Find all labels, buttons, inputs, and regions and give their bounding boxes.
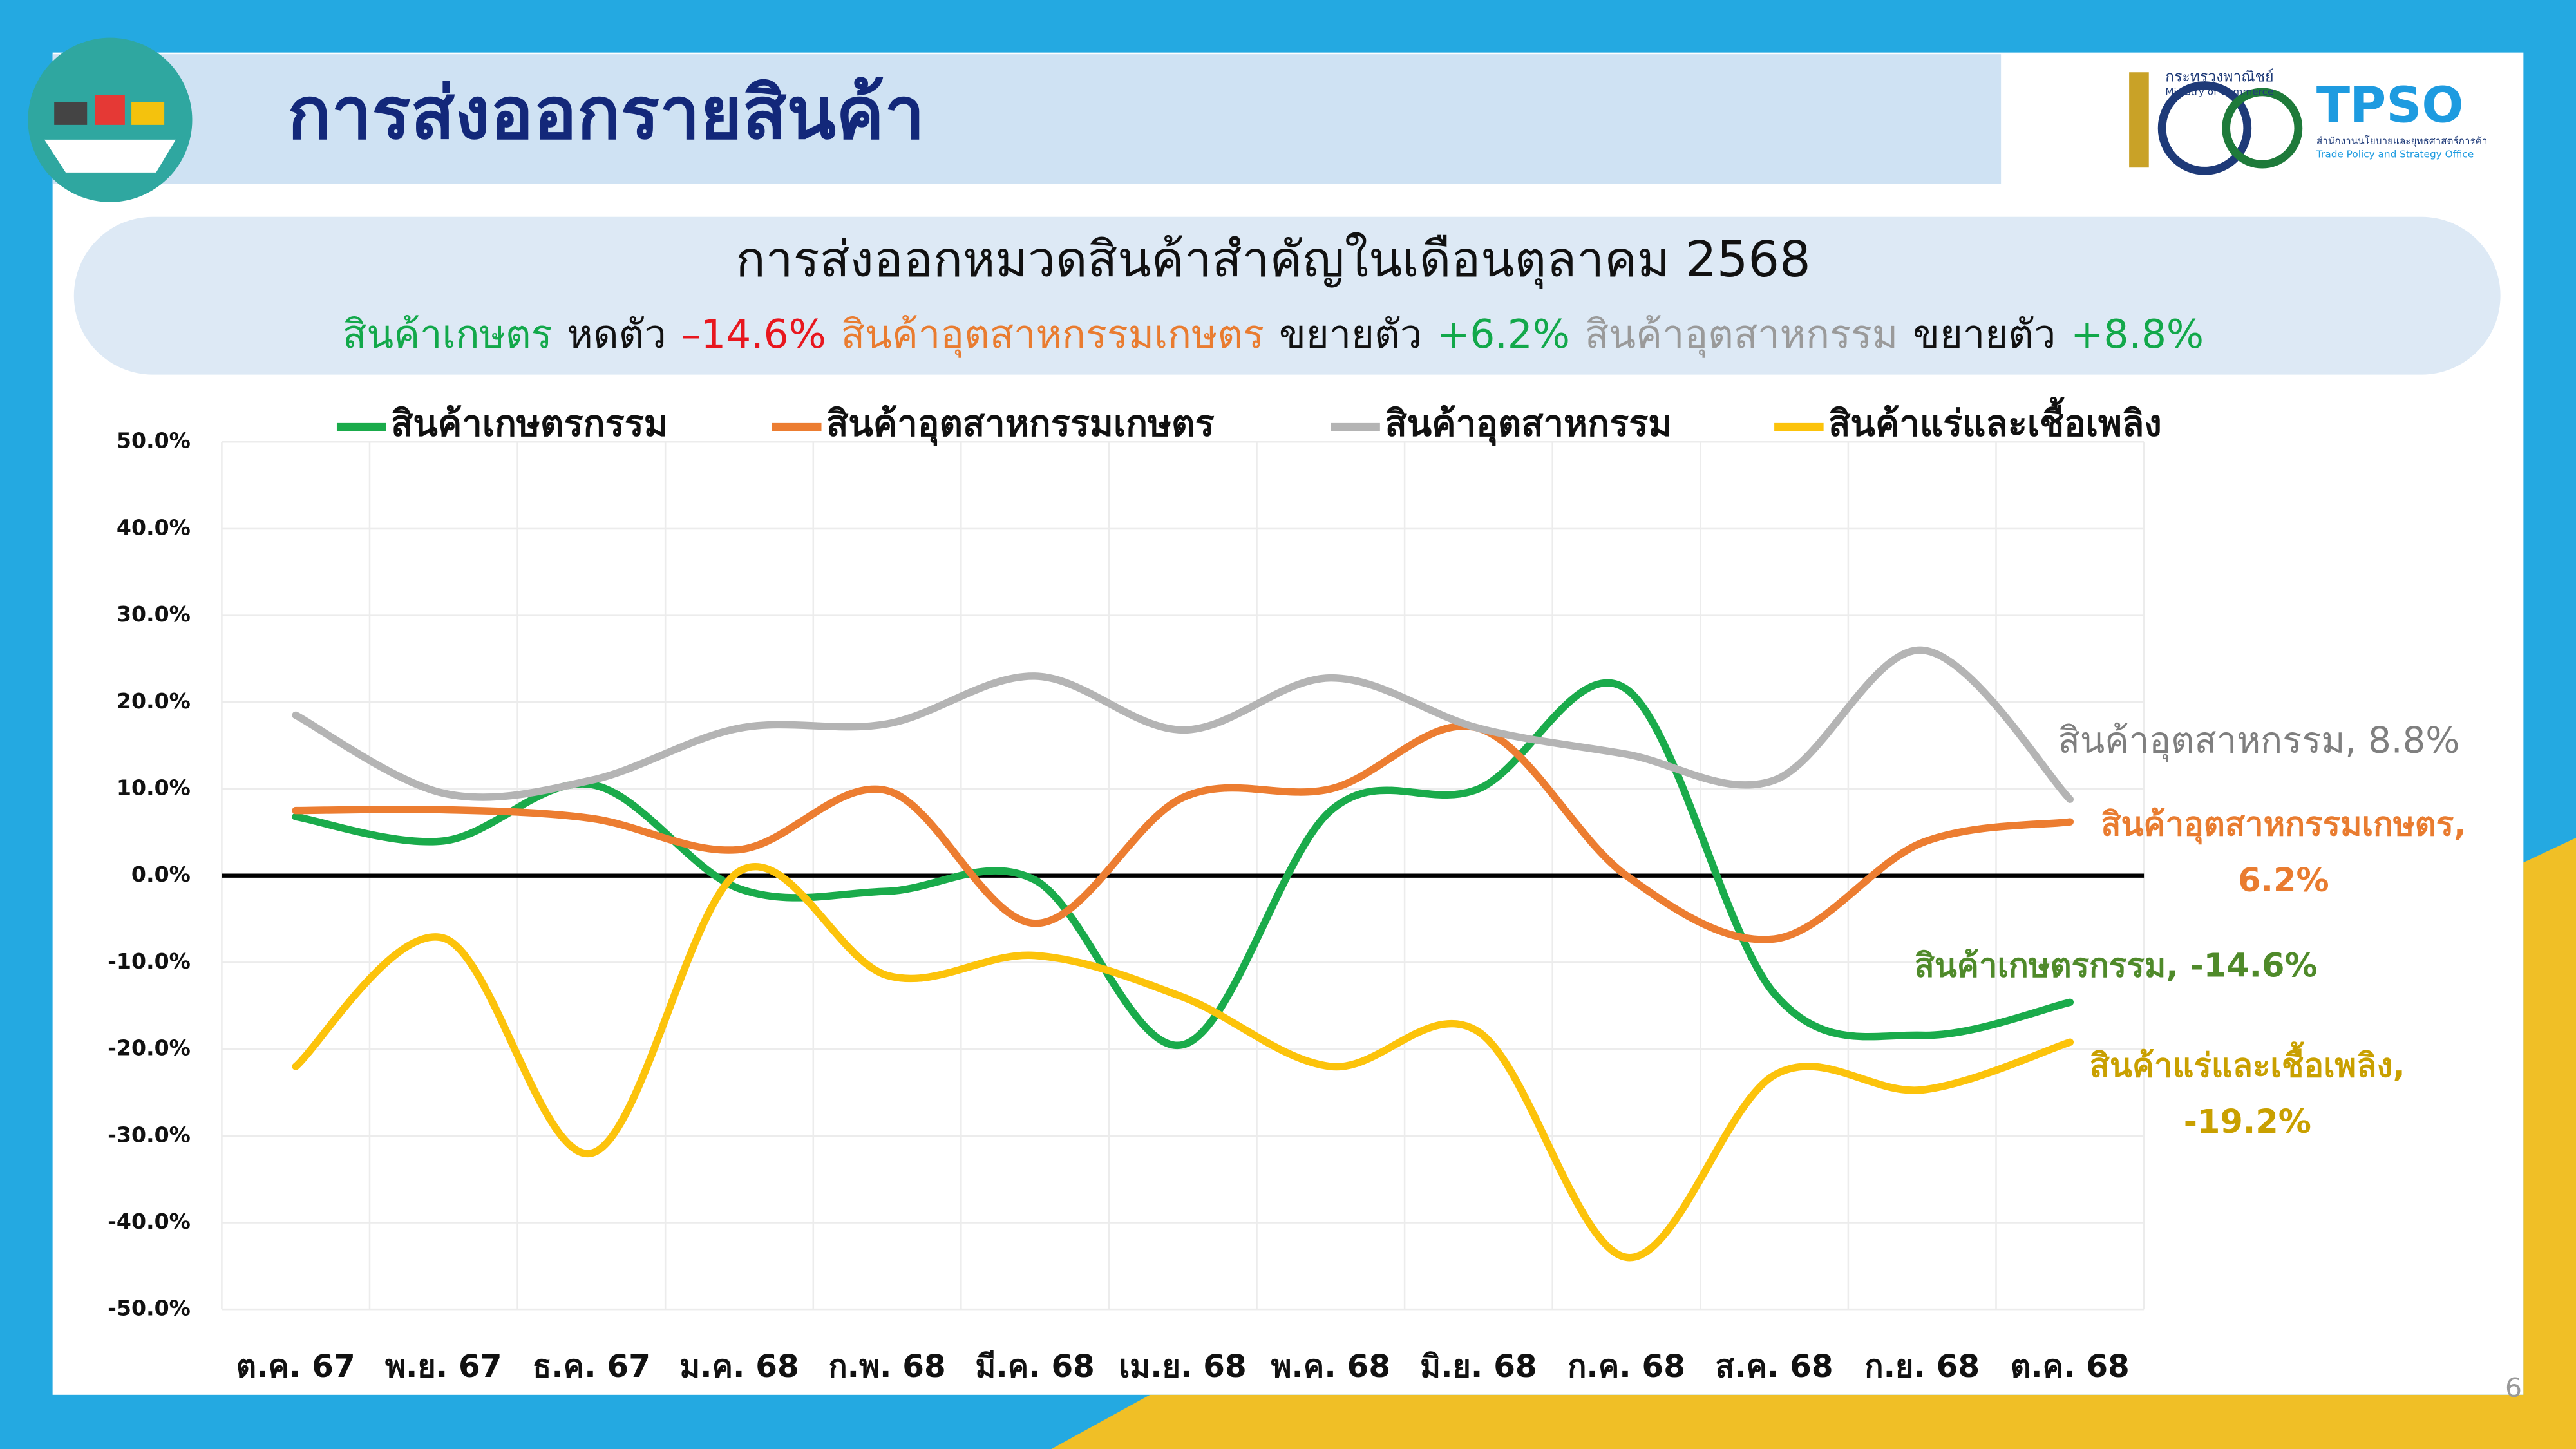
y-tick-label: -10.0% bbox=[108, 949, 191, 974]
header-band bbox=[52, 54, 2002, 184]
annotation: สินค้าแร่และเชื้อเพลิง, bbox=[2090, 1041, 2405, 1085]
series-line bbox=[292, 862, 2074, 1262]
legend-label: สินค้าอุตสาหกรรมเกษตร bbox=[826, 402, 1214, 446]
x-tick-label: ต.ค. 67 bbox=[236, 1349, 355, 1385]
summary-part: ขยายตัว bbox=[1913, 312, 2056, 357]
logo-mark bbox=[2129, 72, 2149, 168]
ministry-en: Ministry of Commerce bbox=[2165, 86, 2273, 97]
x-tick-label: เม.ย. 68 bbox=[1119, 1349, 1247, 1385]
y-tick-label: 20.0% bbox=[117, 688, 191, 714]
annotation: 6.2% bbox=[2238, 862, 2329, 900]
ship-hull bbox=[44, 139, 176, 173]
summary-part: หดตัว bbox=[567, 312, 666, 357]
summary-part: +8.8% bbox=[2070, 312, 2204, 357]
x-tick-label: ก.ค. 68 bbox=[1567, 1349, 1685, 1385]
container bbox=[131, 102, 165, 125]
series-line bbox=[292, 679, 2074, 1049]
agency-th: สำนักงานนโยบายและยุทธศาสตร์การค้า bbox=[2316, 135, 2488, 147]
y-tick-label: 50.0% bbox=[117, 428, 191, 453]
y-tick-label: -40.0% bbox=[108, 1209, 191, 1234]
x-tick-label: ส.ค. 68 bbox=[1716, 1349, 1833, 1385]
x-tick-label: พ.ค. 68 bbox=[1271, 1349, 1390, 1385]
chart: -50.0% -40.0% -30.0% -20.0% -10.0% 0.0% 10.0% 2… bbox=[108, 396, 2466, 1385]
x-tick-label: ม.ค. 68 bbox=[679, 1349, 799, 1385]
legend-label: สินค้าแร่และเชื้อเพลิง bbox=[1828, 396, 2162, 444]
x-tick-label: มิ.ย. 68 bbox=[1420, 1349, 1537, 1385]
y-tick-label: -30.0% bbox=[108, 1122, 191, 1147]
container bbox=[95, 95, 125, 125]
annotation: สินค้าอุตสาหกรรม, 8.8% bbox=[2058, 720, 2460, 762]
page-number: 6 bbox=[2505, 1372, 2522, 1403]
series-line bbox=[292, 646, 2074, 803]
summary-line: สินค้าเกษตร หดตัว –14.6% สินค้าอุตสาหกรรมเก… bbox=[343, 312, 2204, 358]
x-tick-label: ก.พ. 68 bbox=[828, 1349, 945, 1385]
tpso-logo: TPSO bbox=[2316, 77, 2463, 134]
summary-part: สินค้าอุตสาหกรรม bbox=[1585, 312, 1898, 358]
summary-heading: การส่งออกหมวดสินค้าสำคัญในเดือนตุลาคม 25… bbox=[735, 231, 1810, 289]
x-tick-label: ก.ย. 68 bbox=[1864, 1349, 1980, 1385]
y-tick-label: 40.0% bbox=[117, 515, 191, 540]
page-title: การส่งออกรายสินค้า bbox=[287, 71, 925, 155]
logo-mark bbox=[2157, 81, 2252, 175]
y-tick-label: -50.0% bbox=[108, 1296, 191, 1321]
summary-part: ขยายตัว bbox=[1279, 312, 1422, 357]
summary-part: สินค้าเกษตร bbox=[343, 312, 553, 357]
y-tick-label: 30.0% bbox=[117, 601, 191, 627]
agency-en: Trade Policy and Strategy Office bbox=[2316, 148, 2474, 160]
y-tick-label: 0.0% bbox=[131, 862, 191, 887]
y-tick-label: 10.0% bbox=[117, 775, 191, 800]
x-tick-label: ธ.ค. 67 bbox=[533, 1349, 650, 1385]
annotation: สินค้าเกษตรกรรม, -14.6% bbox=[1915, 947, 2318, 985]
summary-part: +6.2% bbox=[1437, 312, 1570, 357]
legend-label: สินค้าเกษตรกรรม bbox=[391, 402, 668, 444]
summary-part: สินค้าอุตสาหกรรมเกษตร bbox=[841, 312, 1264, 358]
y-tick-label: -20.0% bbox=[108, 1036, 191, 1061]
ministry-th: กระทรวงพาณิชย์ bbox=[2165, 68, 2273, 85]
series-line bbox=[292, 722, 2074, 943]
annotation: สินค้าอุตสาหกรรมเกษตร, bbox=[2101, 806, 2466, 845]
logo-mark bbox=[2222, 88, 2303, 169]
summary-box bbox=[73, 216, 2501, 375]
container bbox=[54, 102, 88, 125]
x-tick-label: พ.ย. 67 bbox=[385, 1349, 502, 1385]
annotation: -19.2% bbox=[2184, 1103, 2311, 1141]
x-tick-label: มี.ค. 68 bbox=[975, 1349, 1094, 1385]
legend-label: สินค้าอุตสาหกรรม bbox=[1385, 402, 1672, 446]
summary-part: –14.6% bbox=[681, 312, 826, 357]
x-tick-label: ต.ค. 68 bbox=[2011, 1349, 2130, 1385]
